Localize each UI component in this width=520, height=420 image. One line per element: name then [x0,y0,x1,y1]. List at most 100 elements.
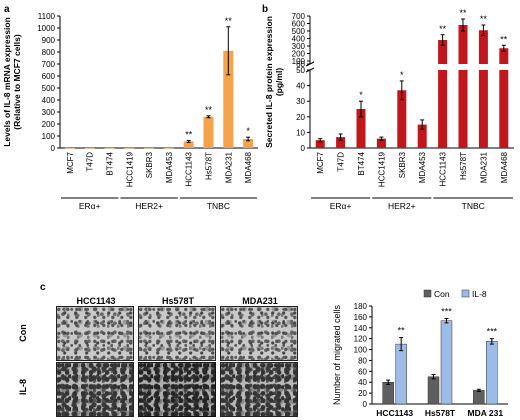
c-y-tick-label: 80 [358,356,367,365]
c-legend-swatch [423,289,432,298]
c-legend-label: Con [434,289,450,299]
a-x-tick-label: HCC1419 [125,151,134,187]
a-bar [203,116,214,148]
b-x-tick-label: MDA453 [418,151,427,183]
b-bar [397,90,407,148]
a-y-tick-label: 300 [42,108,56,117]
b-y-axis-title: Secreted IL-8 protein expression [264,16,274,148]
micrograph-image [56,362,134,417]
micrograph-row-label: Con [18,324,28,342]
b-significance-label: ** [439,24,447,34]
b-bar [458,70,468,148]
b-x-tick-label: MDA468 [500,151,509,183]
a-y-tick-label: 100 [42,132,56,141]
b-y-tick-label: 60 [296,60,305,69]
b-x-tick-label: HCC1419 [377,151,386,187]
a-bar [124,147,135,149]
b-bar [356,109,366,148]
micrograph-image [220,362,298,417]
a-bar [64,147,75,149]
panel-letter-a: a [4,4,10,15]
b-x-tick-label: MCF7 [316,151,325,173]
b-bar [336,137,346,148]
b-bar [458,25,468,64]
micrograph-image [220,306,298,361]
micrograph-col-label: Hs578T [161,296,195,306]
a-y-tick-label: 800 [42,48,56,57]
micrograph-row-label: IL-8 [18,379,28,396]
c-significance-label: ** [398,326,406,336]
c-y-tick-label: 0 [363,400,368,409]
b-y-tick-label: 100 [292,57,306,66]
panel-letter-b: b [262,4,268,15]
b-x-tick-label: Hs578T [459,152,468,180]
b-y-tick-label: 600 [292,20,306,29]
b-y-tick-label: 40 [296,82,305,91]
a-group-label: HER2+ [135,201,163,211]
a-significance-label: ** [185,129,193,139]
a-bar [163,147,174,149]
panel-letter-c: c [40,282,46,293]
a-bar [243,139,254,148]
a-y-tick-label: 1100 [38,12,56,21]
c-legend-label: IL-8 [472,289,487,299]
b-y-tick-label: 0 [301,144,306,153]
a-x-tick-label: MDA468 [244,151,253,183]
a-significance-label: ** [225,16,233,26]
b-x-tick-label: SKBR3 [398,151,407,178]
c-bar-con [382,381,394,405]
a-y-tick-label: 400 [42,96,56,105]
b-group-label: ERα+ [330,201,352,211]
a-group-label: ERα+ [79,201,101,211]
a-y-tick-label: 1000 [37,24,55,33]
a-x-tick-label: T47D [86,152,95,172]
micrograph-col-label: HCC1143 [76,296,116,306]
c-significance-label: *** [441,307,452,317]
c-y-tick-label: 160 [354,313,368,322]
a-y-axis-title: (Relative to MCF7 cells) [12,34,22,130]
b-bar [478,30,488,64]
c-bar-il8 [440,320,453,405]
a-significance-label: * [246,126,250,136]
a-y-tick-label: 900 [42,36,56,45]
b-y-tick-label: 300 [292,42,306,51]
c-x-tick-label: Hs578T [425,408,456,418]
b-y-tick-label: 400 [292,35,306,44]
c-y-tick-label: 60 [358,367,367,376]
a-bar [104,147,115,149]
a-y-tick-label: 0 [51,144,56,153]
a-y-tick-label: 200 [42,120,56,129]
b-bar [438,40,448,64]
b-significance-label: * [359,90,363,100]
a-y-tick-label: 700 [42,60,56,69]
c-bar-il8 [395,343,407,405]
b-y-tick-label: 500 [292,27,306,36]
b-bar [417,124,427,148]
b-y-tick-label: 30 [296,97,305,106]
b-group-label: HER2+ [388,201,416,211]
b-y-tick-label: 20 [296,113,305,122]
a-x-tick-label: MDA453 [165,151,174,183]
a-x-tick-label: HCC1143 [185,151,194,186]
a-x-tick-label: MDA231 [224,151,233,183]
c-x-tick-label: HCC1143 [376,408,413,418]
c-y-tick-label: 100 [354,346,368,355]
micrograph-image [138,362,216,417]
a-y-axis-title: Levels of IL-8 mRNA expression [2,17,12,147]
b-bar [499,70,509,148]
b-group-label: TNBC [462,201,485,211]
c-significance-label: *** [487,327,498,337]
b-bar [499,48,509,64]
c-bar-con [473,390,485,405]
b-y-tick-label: 10 [296,128,305,137]
a-bar [84,147,95,149]
c-y-axis-title: Number of migrated cells [332,304,342,405]
c-y-tick-label: 180 [354,302,368,311]
a-y-tick-label: 600 [42,72,56,81]
a-x-tick-label: Hs578T [205,152,214,180]
c-bar-con [427,376,440,405]
b-y-tick-label: 200 [292,50,306,59]
b-significance-label: ** [459,8,467,18]
b-x-tick-label: MDA231 [479,151,488,183]
